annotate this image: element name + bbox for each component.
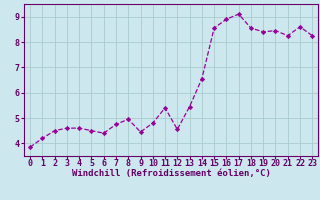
X-axis label: Windchill (Refroidissement éolien,°C): Windchill (Refroidissement éolien,°C) <box>72 169 271 178</box>
